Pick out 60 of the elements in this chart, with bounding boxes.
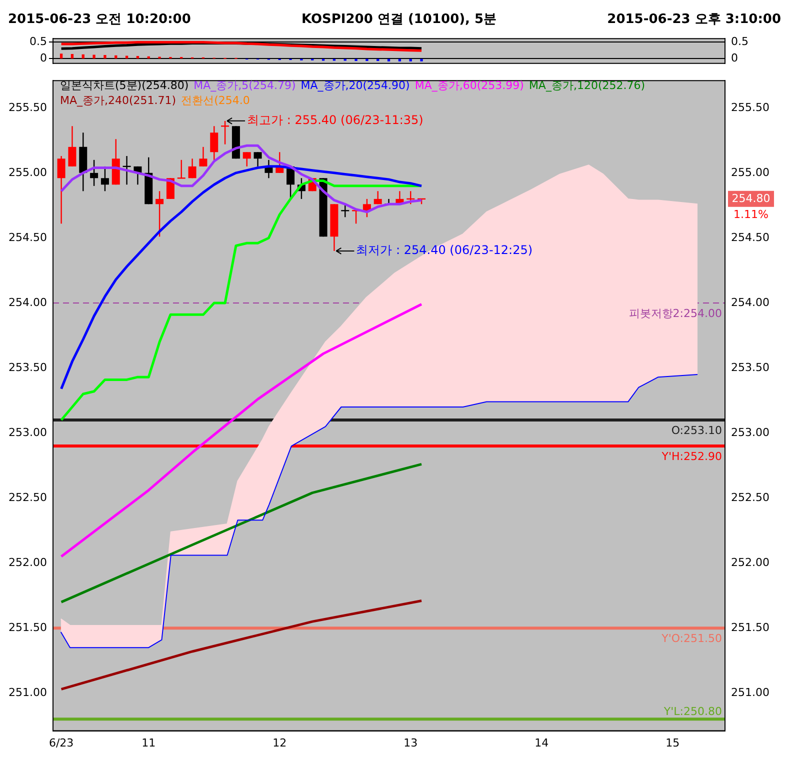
annotation: 전환선(254.0: [181, 93, 250, 108]
candlestick: [188, 158, 196, 179]
y2-tick-label: 252.00: [731, 556, 770, 569]
candlestick: [57, 155, 66, 224]
y2-tick-label: 255.00: [731, 166, 770, 179]
y2-tick-label: 0: [731, 52, 738, 65]
y-tick-label: 252.50: [8, 490, 47, 504]
y-tick-label: 255.50: [8, 100, 47, 114]
y-tick-label: 255.00: [8, 166, 47, 179]
ref-line-label: Y'L:250.80: [662, 705, 722, 718]
y-tick-label: 254.50: [8, 230, 47, 244]
y-tick-label: 251.00: [8, 686, 47, 699]
text: 2015-06-23 오후 3:10:00: [607, 11, 781, 28]
text: MA_종가,20(254.90): [300, 78, 410, 93]
x-tick-label: 11: [142, 736, 156, 750]
x-tick-label: 12: [272, 736, 287, 750]
text: 254.80: [732, 192, 770, 205]
candlestick: [254, 152, 262, 168]
y-tick-label: 253.00: [8, 426, 47, 439]
text: 1.11%: [734, 208, 768, 221]
y2-tick-label: 251.00: [731, 686, 770, 699]
annotation: 최고가 : 255.40 (06/23-11:35): [247, 113, 424, 128]
y2-tick-label: 0.5: [731, 34, 748, 48]
ref-line-label: O:253.10: [671, 424, 722, 438]
text: 일본식차트(5분)(254.80): [60, 78, 189, 93]
chart-title: KOSPI200 연결 (10100), 5분: [301, 11, 497, 28]
candlestick: [242, 152, 251, 168]
y-tick-label: 0.5: [30, 34, 47, 48]
candlestick: [362, 198, 371, 218]
y2-tick-label: 253.50: [731, 360, 770, 374]
text: MA_종가,60(253.99): [414, 78, 524, 93]
candlestick: [210, 126, 218, 161]
text: MA_종가,240(251.71): [60, 93, 176, 108]
y2-tick-label: 254.50: [731, 230, 770, 244]
candlestick: [156, 190, 164, 238]
text: MA_종가,5(254.79): [194, 78, 296, 93]
y-tick-label: 0: [40, 52, 47, 65]
y2-tick-label: 254.00: [731, 296, 770, 309]
x-tick-label: 14: [534, 736, 549, 750]
text: MA_종가,120(252.76): [528, 78, 646, 93]
y2-tick-label: 255.50: [731, 100, 770, 114]
text: 2015-06-23 오전 10:20:00: [8, 11, 191, 28]
y-tick-label: 252.00: [8, 556, 47, 569]
ref-line-label: 피봇저항2:254.00: [628, 306, 722, 320]
candlestick: [68, 126, 76, 168]
x-tick-label: 6/23: [48, 736, 74, 750]
x-tick-label: 13: [404, 736, 418, 750]
y-tick-label: 254.00: [8, 296, 47, 309]
x-tick-label: 15: [666, 736, 680, 750]
y2-tick-label: 253.00: [731, 426, 770, 439]
annotation: 최저가 : 254.40 (06/23-12:25): [356, 243, 533, 258]
candlestick: [374, 190, 382, 205]
ref-line-label: Y'H:252.90: [660, 450, 722, 464]
candlestick: [199, 146, 208, 168]
y-tick-label: 251.50: [8, 620, 47, 634]
y2-tick-label: 252.50: [731, 490, 770, 504]
y2-tick-label: 251.50: [731, 620, 770, 634]
candlestick: [90, 159, 98, 187]
y-tick-label: 253.50: [8, 360, 47, 374]
ref-line-label: Y'O:251.50: [660, 632, 722, 646]
